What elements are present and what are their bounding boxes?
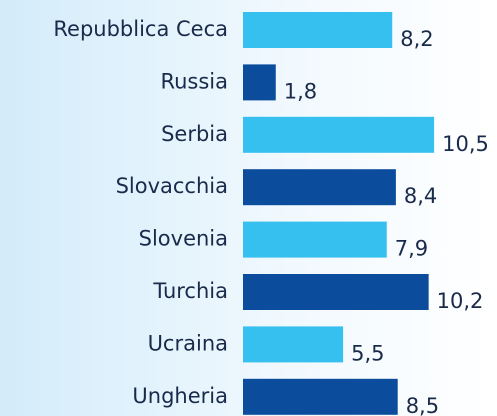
category-label: Slovacchia	[116, 174, 228, 198]
bar	[243, 378, 398, 415]
category-label: Repubblica Ceca	[53, 17, 228, 41]
category-label: Ucraina	[148, 331, 228, 355]
value-label: 8,2	[400, 27, 433, 51]
value-label: 10,2	[437, 289, 484, 313]
value-label: 5,5	[351, 341, 384, 365]
bar	[243, 169, 396, 206]
category-label: Turchia	[152, 279, 228, 303]
value-label: 10,5	[442, 132, 489, 156]
bar	[243, 116, 435, 153]
value-label: 1,8	[284, 79, 317, 103]
value-label: 8,5	[406, 394, 439, 416]
bar	[243, 12, 393, 48]
category-label: Russia	[160, 69, 228, 93]
bar	[243, 64, 276, 101]
value-label: 8,4	[404, 184, 437, 208]
bar	[243, 221, 387, 258]
category-label: Serbia	[161, 122, 228, 146]
bar	[243, 326, 344, 363]
category-label: Slovenia	[139, 227, 228, 251]
value-label: 7,9	[395, 237, 428, 261]
bar	[243, 274, 429, 310]
category-label: Ungheria	[132, 384, 228, 408]
